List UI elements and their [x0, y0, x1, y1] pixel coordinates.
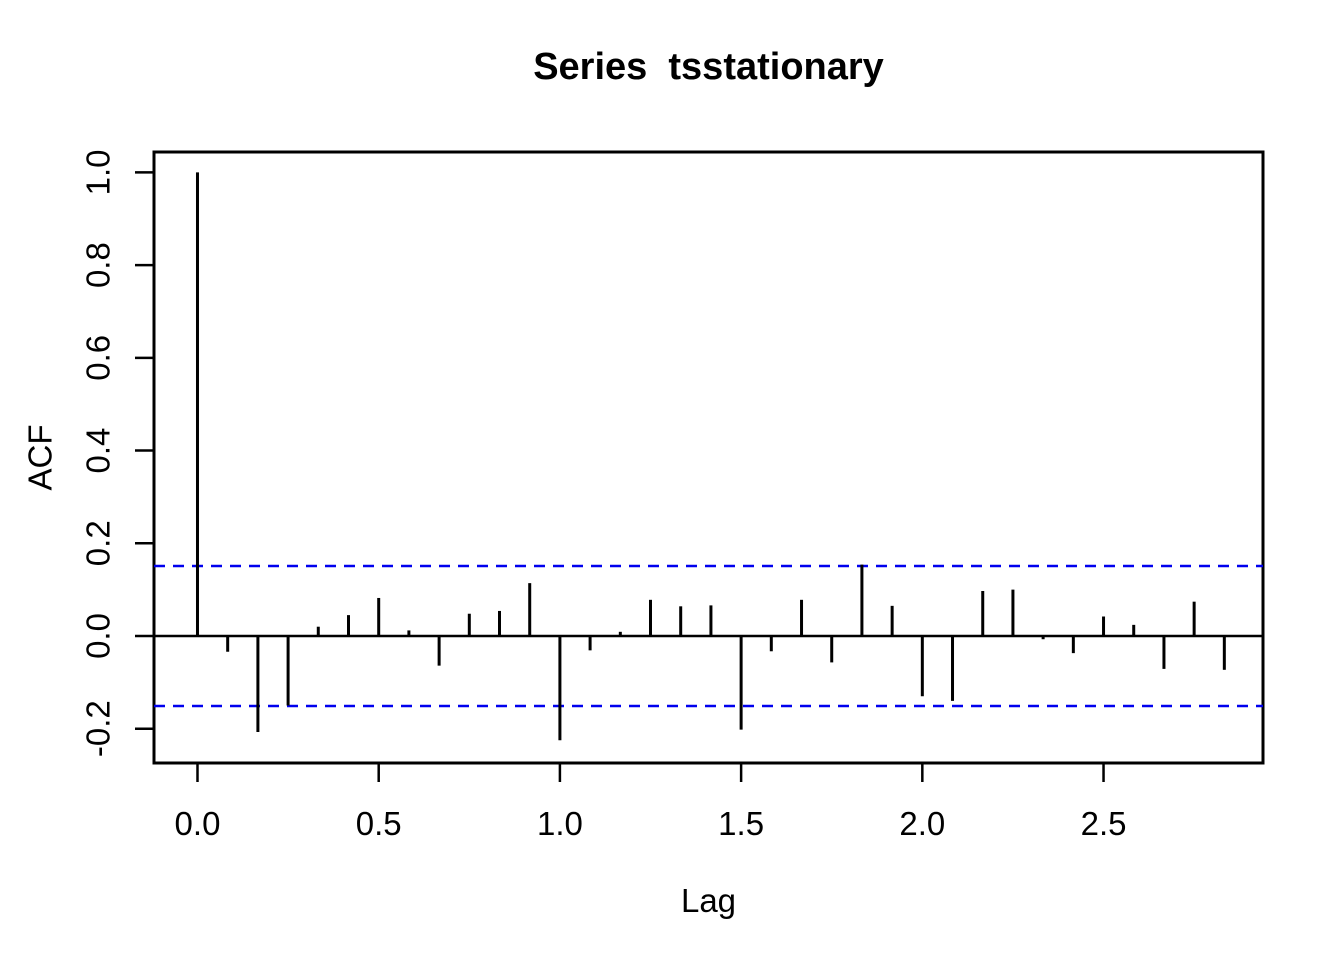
y-tick-label: 0.8: [80, 242, 117, 288]
x-tick-label: 1.0: [537, 805, 583, 842]
x-tick-label: 1.5: [718, 805, 764, 842]
y-tick-label: 0.0: [80, 613, 117, 659]
y-tick-label: 0.4: [80, 428, 117, 474]
y-axis-label: ACF: [21, 424, 59, 491]
x-tick-label: 2.5: [1081, 805, 1127, 842]
x-tick-label: 2.0: [899, 805, 945, 842]
chart-title: Series tsstationary: [533, 46, 884, 88]
y-tick-label: -0.2: [80, 700, 117, 757]
y-tick-label: 0.2: [80, 520, 117, 566]
y-tick-label: 0.6: [80, 335, 117, 381]
x-axis-label: Lag: [680, 882, 737, 919]
x-tick-label: 0.5: [356, 805, 402, 842]
x-tick-label: 0.0: [175, 805, 221, 842]
plot-border: [152, 150, 1265, 765]
y-tick-label: 1.0: [80, 149, 117, 195]
